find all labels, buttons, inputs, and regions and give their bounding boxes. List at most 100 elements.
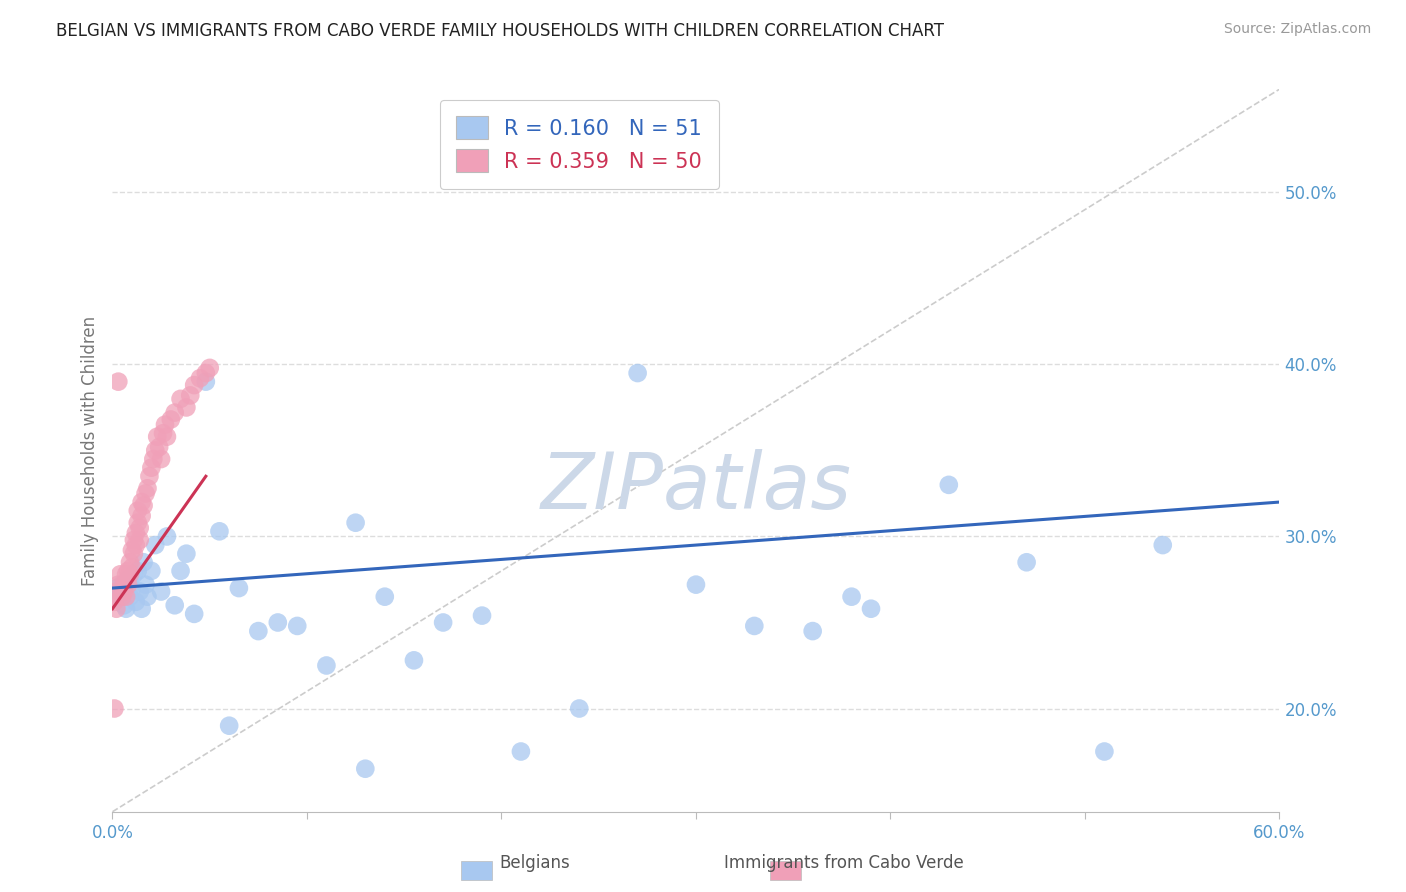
Point <box>105 601 128 615</box>
Point <box>117 564 139 578</box>
Point <box>132 555 155 569</box>
Point <box>685 577 707 591</box>
Point <box>110 590 132 604</box>
Point <box>125 526 148 541</box>
Point <box>179 388 201 402</box>
Point <box>121 581 143 595</box>
Point <box>228 581 250 595</box>
Text: Source: ZipAtlas.com: Source: ZipAtlas.com <box>1223 22 1371 37</box>
Point <box>110 567 132 582</box>
Point <box>141 460 163 475</box>
Point <box>118 567 141 582</box>
Point <box>136 590 159 604</box>
Point <box>141 564 163 578</box>
Point <box>194 366 217 380</box>
Point <box>115 567 138 582</box>
Point <box>153 417 176 432</box>
Point <box>176 401 198 415</box>
Point <box>128 521 150 535</box>
Point <box>218 719 240 733</box>
Point <box>374 590 396 604</box>
Point <box>169 392 191 406</box>
Point <box>112 584 135 599</box>
Text: BELGIAN VS IMMIGRANTS FROM CABO VERDE FAMILY HOUSEHOLDS WITH CHILDREN CORRELATIO: BELGIAN VS IMMIGRANTS FROM CABO VERDE FA… <box>56 22 945 40</box>
Point <box>152 426 174 441</box>
Point <box>801 624 824 639</box>
Point <box>135 486 157 500</box>
Point <box>121 543 143 558</box>
Point <box>150 452 173 467</box>
Point <box>1152 538 1174 552</box>
Point <box>107 375 129 389</box>
Point <box>176 547 198 561</box>
Point <box>131 601 153 615</box>
Point <box>103 701 125 715</box>
Point <box>125 538 148 552</box>
Point <box>143 443 166 458</box>
Point <box>267 615 290 630</box>
Text: Belgians: Belgians <box>499 855 569 872</box>
Point <box>112 599 135 613</box>
Point <box>115 590 138 604</box>
Text: ZIPatlas: ZIPatlas <box>540 449 852 524</box>
Point <box>107 584 129 599</box>
Point <box>111 590 134 604</box>
Point <box>1015 555 1038 569</box>
Point <box>509 744 531 758</box>
Point <box>115 601 138 615</box>
Point <box>148 440 170 454</box>
Point <box>122 533 145 547</box>
Point <box>568 701 591 715</box>
Point <box>103 595 125 609</box>
Point <box>135 577 157 591</box>
Point <box>105 581 128 595</box>
Point <box>131 495 153 509</box>
Point <box>744 619 766 633</box>
Point <box>122 547 145 561</box>
Point <box>432 615 454 630</box>
Point <box>169 564 191 578</box>
Point <box>128 533 150 547</box>
Point <box>105 584 128 599</box>
Point <box>183 607 205 621</box>
Y-axis label: Family Households with Children: Family Households with Children <box>80 316 98 585</box>
Point <box>127 564 149 578</box>
Point <box>285 619 308 633</box>
Point <box>402 653 425 667</box>
Point <box>1094 744 1116 758</box>
Point <box>118 590 141 604</box>
Point <box>841 590 863 604</box>
Point <box>118 555 141 569</box>
Point <box>107 577 129 591</box>
Point <box>183 378 205 392</box>
Point <box>156 529 179 543</box>
Point <box>138 469 160 483</box>
Point <box>131 508 153 523</box>
Point <box>117 577 139 591</box>
Point <box>127 516 149 530</box>
Legend: R = 0.160   N = 51, R = 0.359   N = 50: R = 0.160 N = 51, R = 0.359 N = 50 <box>440 100 718 189</box>
Point <box>938 478 960 492</box>
Point <box>471 608 494 623</box>
Point <box>111 577 134 591</box>
Point <box>188 371 211 385</box>
Point <box>247 624 270 639</box>
Text: Immigrants from Cabo Verde: Immigrants from Cabo Verde <box>724 855 963 872</box>
Point <box>125 595 148 609</box>
Point <box>208 524 231 539</box>
Point <box>122 567 145 582</box>
Point <box>117 573 139 587</box>
Point <box>344 516 367 530</box>
Point <box>128 584 150 599</box>
Point <box>627 366 650 380</box>
Point <box>160 412 183 426</box>
Point <box>112 577 135 591</box>
Point <box>163 599 186 613</box>
Point <box>143 538 166 552</box>
Point <box>156 430 179 444</box>
Point <box>163 406 186 420</box>
Point <box>132 499 155 513</box>
Point <box>315 658 337 673</box>
Point <box>860 601 883 615</box>
Point <box>142 452 165 467</box>
